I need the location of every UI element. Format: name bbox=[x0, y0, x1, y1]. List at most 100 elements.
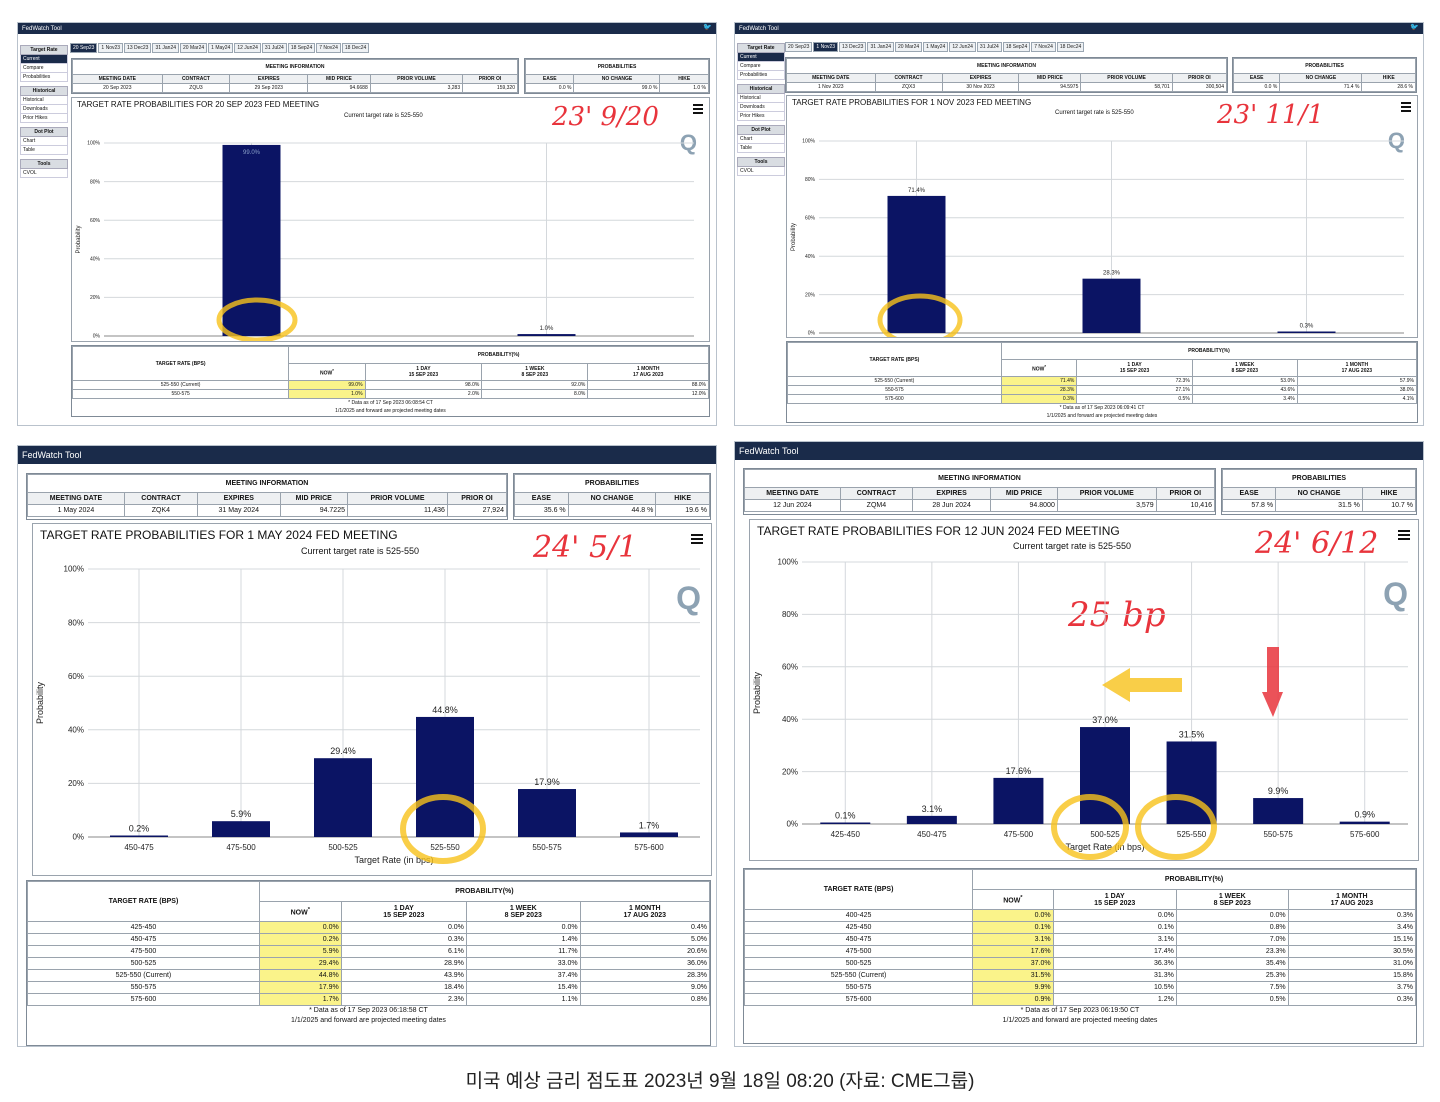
meeting-info-box: MEETING INFORMATION MEETING DATE CONTRACT E… bbox=[743, 468, 1216, 515]
period-label: 1 WEEK bbox=[509, 904, 537, 912]
sidebar-item[interactable]: Historical bbox=[737, 94, 785, 103]
tab-meeting[interactable]: 1 May24 bbox=[923, 42, 949, 52]
menu-icon[interactable] bbox=[1401, 102, 1411, 114]
now-cell: 1.0% bbox=[288, 389, 366, 399]
tab-meeting[interactable]: 31 Jan24 bbox=[152, 43, 180, 53]
sidebar-item[interactable]: Table bbox=[20, 146, 68, 155]
y-tick-label: 60% bbox=[68, 672, 84, 681]
now-cell: 29.4% bbox=[258, 957, 342, 970]
tab-meeting[interactable]: 20 Mar24 bbox=[180, 43, 208, 53]
sidebar-item[interactable]: Table bbox=[737, 144, 785, 153]
history-cell: 0.3% bbox=[1287, 909, 1417, 922]
tab-meeting[interactable]: 18 Sep24 bbox=[287, 43, 316, 53]
x-tick-label: 475-500 bbox=[1004, 830, 1034, 839]
projected-note: 1/1/2025 and forward are projected meeti… bbox=[1002, 1017, 1158, 1024]
x-tick-label: 550-575 bbox=[532, 843, 562, 852]
period-header: 1 DAY 15 SEP 2023 bbox=[1052, 889, 1177, 910]
tab-meeting[interactable]: 7 Nov24 bbox=[1031, 42, 1056, 52]
period-label: 1 WEEK bbox=[1218, 892, 1246, 900]
sidebar-group: Tools bbox=[20, 159, 68, 169]
tab-meeting[interactable]: 18 Sep24 bbox=[1002, 42, 1031, 52]
tab-meeting[interactable]: 1 Nov23 bbox=[813, 42, 839, 52]
probability-chart: TARGET RATE PROBABILITIES FOR 1 MAY 2024… bbox=[32, 523, 712, 876]
tab-meeting[interactable]: 13 Dec23 bbox=[839, 42, 867, 52]
tab-meeting[interactable]: 1 Nov23 bbox=[98, 43, 124, 53]
y-tick-label: 80% bbox=[805, 177, 816, 183]
history-cell: 53.0% bbox=[1191, 376, 1298, 386]
tab-meeting[interactable]: 12 Jun24 bbox=[234, 43, 261, 53]
data-label: 28.3% bbox=[1103, 271, 1121, 277]
sidebar-item[interactable]: CVOL bbox=[20, 169, 68, 178]
meeting-info-value: 94.5975 bbox=[1018, 82, 1082, 92]
now-asterisk: * bbox=[332, 367, 334, 373]
data-label: 99.0% bbox=[243, 150, 261, 156]
menu-icon[interactable] bbox=[1398, 530, 1410, 542]
rate-cell: 575-600 bbox=[27, 993, 260, 1006]
y-tick-label: 40% bbox=[805, 254, 816, 260]
x-tick-label: 550-575 bbox=[1263, 830, 1293, 839]
app-title: FedWatch Tool bbox=[739, 446, 799, 456]
history-cell: 43.9% bbox=[340, 969, 467, 982]
sidebar-item[interactable]: Probabilities bbox=[737, 71, 785, 80]
menu-icon[interactable] bbox=[693, 104, 703, 116]
rate-cell: 575-600 bbox=[743, 993, 974, 1006]
data-label: 0.2% bbox=[129, 824, 150, 834]
sidebar-item[interactable]: Probabilities bbox=[20, 73, 68, 82]
period-label: 1 WEEK bbox=[1235, 362, 1255, 368]
app-title: FedWatch Tool bbox=[22, 25, 62, 32]
tab-meeting[interactable]: 31 Jul24 bbox=[261, 43, 287, 53]
tab-meeting[interactable]: 7 Nov24 bbox=[316, 43, 341, 53]
tab-meeting[interactable]: 20 Sep23 bbox=[785, 42, 813, 52]
handwritten-bp-annotation: 25 bp bbox=[1068, 595, 1166, 635]
tab-meeting[interactable]: 31 Jul24 bbox=[976, 42, 1002, 52]
y-axis-title: Probability bbox=[752, 671, 762, 714]
sidebar-item[interactable]: Downloads bbox=[737, 103, 785, 112]
bar bbox=[518, 789, 576, 837]
history-cell: 0.0% bbox=[1175, 909, 1289, 922]
history-cell: 88.0% bbox=[587, 380, 709, 390]
sidebar-item[interactable]: Current bbox=[737, 53, 785, 62]
rate-cell: 525-550 (Current) bbox=[27, 969, 260, 982]
table-row: 550-575 17.9% 18.4% 15.4% 9.0% bbox=[27, 981, 711, 994]
tab-meeting[interactable]: 13 Dec23 bbox=[124, 43, 152, 53]
bar bbox=[993, 777, 1044, 824]
probabilities-box: PROBABILITIES EASE NO CHANGE HIKE 0.0 % 99.0 … bbox=[524, 58, 710, 94]
sidebar-item[interactable]: Chart bbox=[20, 137, 68, 146]
meeting-info-value: ZQM4 bbox=[839, 499, 914, 512]
sidebar-item[interactable]: Prior Hikes bbox=[737, 112, 785, 121]
meeting-info-header: MID PRICE bbox=[990, 487, 1058, 500]
sidebar-item[interactable]: Compare bbox=[737, 62, 785, 71]
period-label: 1 MONTH bbox=[1345, 362, 1369, 368]
probabilities-value: 19.6 % bbox=[655, 504, 710, 517]
menu-icon[interactable] bbox=[691, 534, 703, 546]
tab-meeting[interactable]: 18 Dec24 bbox=[1056, 42, 1085, 52]
sidebar-item[interactable]: Downloads bbox=[20, 105, 68, 114]
twitter-icon[interactable]: 🐦 bbox=[703, 24, 712, 31]
tab-meeting[interactable]: 20 Mar24 bbox=[895, 42, 923, 52]
probabilities-box: PROBABILITIES EASE NO CHANGE HIKE 35.6 % 44.8… bbox=[513, 473, 711, 520]
twitter-icon[interactable]: 🐦 bbox=[1410, 24, 1419, 31]
y-tick-label: 60% bbox=[782, 662, 798, 671]
period-header: 1 DAY 15 SEP 2023 bbox=[340, 901, 467, 922]
history-cell: 35.4% bbox=[1175, 957, 1289, 970]
sidebar-group: Historical bbox=[737, 84, 785, 94]
y-tick-label: 60% bbox=[805, 215, 816, 221]
probabilities-header: HIKE bbox=[1361, 73, 1416, 83]
sidebar-item[interactable]: Historical bbox=[20, 96, 68, 105]
sidebar-item[interactable]: Current bbox=[20, 55, 68, 64]
tab-meeting[interactable]: 31 Jan24 bbox=[867, 42, 895, 52]
table-row: 475-500 5.9% 6.1% 11.7% 20.6% bbox=[27, 945, 711, 958]
tab-meeting[interactable]: 1 May24 bbox=[208, 43, 234, 53]
sidebar-item[interactable]: Compare bbox=[20, 64, 68, 73]
sidebar-item[interactable]: Chart bbox=[737, 135, 785, 144]
tab-meeting[interactable]: 20 Sep23 bbox=[70, 43, 98, 53]
tab-meeting[interactable]: 18 Dec24 bbox=[341, 43, 370, 53]
sidebar-item[interactable]: Prior Hikes bbox=[20, 114, 68, 123]
sidebar-item[interactable]: CVOL bbox=[737, 167, 785, 176]
meeting-info-value: 58,701 bbox=[1080, 82, 1173, 92]
probability-chart: TARGET RATE PROBABILITIES FOR 12 JUN 202… bbox=[749, 519, 1419, 861]
app-title: FedWatch Tool bbox=[739, 25, 779, 32]
table-row: 500-525 29.4% 28.9% 33.0% 36.0% bbox=[27, 957, 711, 970]
tab-meeting[interactable]: 12 Jun24 bbox=[949, 42, 976, 52]
data-label: 37.0% bbox=[1092, 715, 1118, 725]
